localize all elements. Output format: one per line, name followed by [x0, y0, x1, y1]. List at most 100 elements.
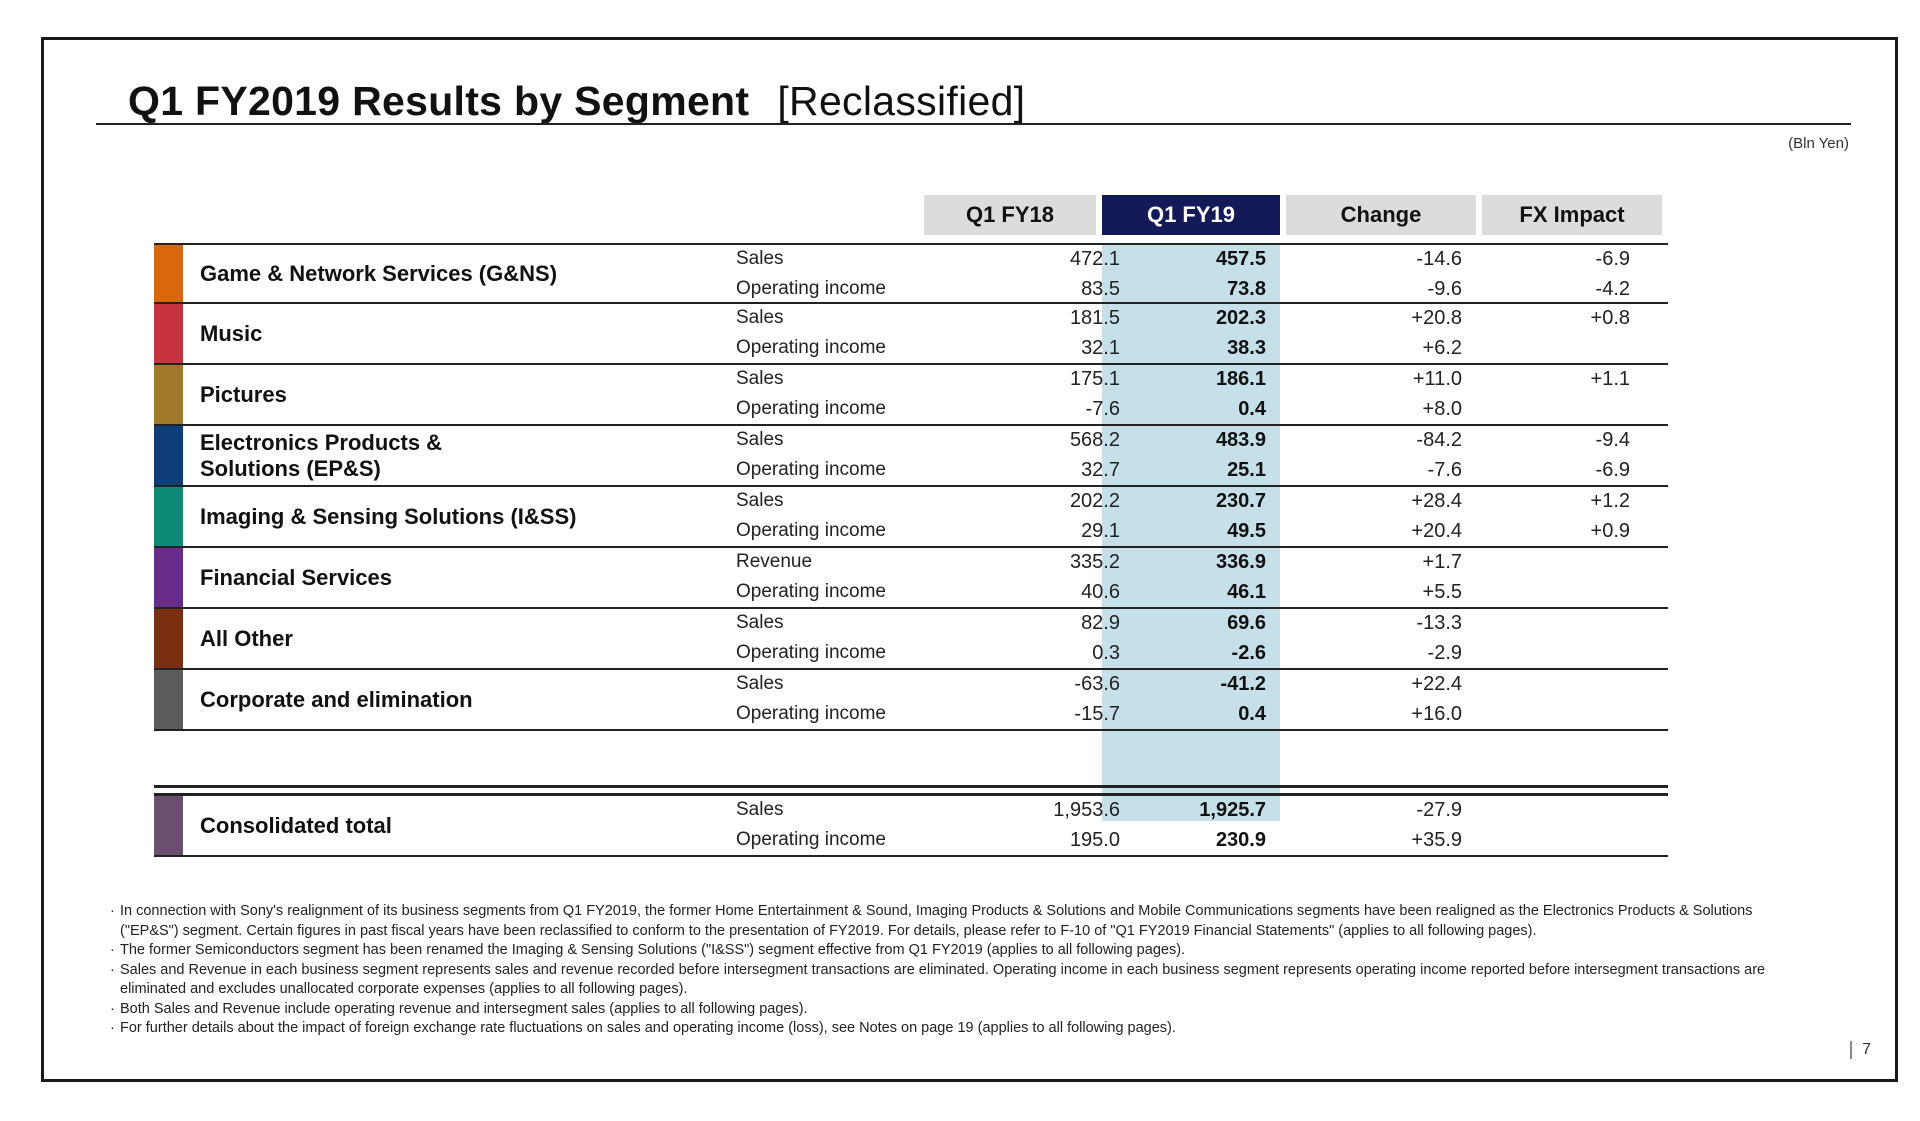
value-q1-fy18: 568.2	[1069, 429, 1120, 451]
value-q1-fy18: 202.2	[1069, 490, 1120, 512]
segment-row: All Other Sales 82.9 69.6 -13.3 Operating inc…	[154, 609, 1668, 670]
value-q1-fy19: -2.6	[1231, 642, 1266, 664]
segment-name: Electronics Products & Solutions (EP&S)	[200, 429, 443, 481]
metric-label: Operating income	[736, 829, 886, 850]
segment-line-operating-income: Operating income 32.7 25.1 -7.6 -6.9	[154, 456, 1668, 486]
col-header-change: Change	[1286, 195, 1476, 235]
segment-row: Imaging & Sensing Solutions (I&SS) Sales 2…	[154, 487, 1668, 548]
segment-name: Game & Network Services (G&NS)	[200, 260, 558, 286]
segment-color-bar	[154, 670, 183, 729]
value-change: +20.4	[1411, 520, 1462, 542]
value-fx-impact: +1.1	[1590, 368, 1630, 390]
value-q1-fy18: 175.1	[1069, 368, 1120, 390]
segment-line-operating-income: Operating income 0.3 -2.6 -2.9	[154, 639, 1668, 669]
metric-label: Operating income	[736, 337, 886, 358]
value-q1-fy18: 0.3	[1092, 642, 1120, 664]
segment-line-primary: Sales 202.2 230.7 +28.4 +1.2	[154, 487, 1668, 517]
metric-label: Sales	[736, 368, 784, 389]
value-fx-impact: -6.9	[1595, 248, 1630, 270]
segment-line-operating-income: Operating income -15.7 0.4 +16.0	[154, 700, 1668, 730]
value-q1-fy18: 83.5	[1081, 278, 1120, 300]
segment-name: All Other	[200, 625, 293, 651]
segment-line-primary: Sales 181.5 202.3 +20.8 +0.8	[154, 304, 1668, 334]
value-change: +20.8	[1411, 307, 1462, 329]
segment-name: Music	[200, 320, 263, 346]
value-q1-fy18: 82.9	[1081, 612, 1120, 634]
value-q1-fy18: -63.6	[1074, 673, 1120, 695]
unit-label: (Bln Yen)	[1788, 135, 1849, 152]
value-q1-fy19: 457.5	[1215, 248, 1266, 270]
metric-label: Sales	[736, 429, 784, 450]
value-q1-fy19: 1,925.7	[1199, 799, 1266, 821]
metric-label: Revenue	[736, 551, 813, 572]
value-q1-fy19: 38.3	[1227, 337, 1266, 359]
value-fx-impact: +0.9	[1590, 520, 1630, 542]
metric-label: Operating income	[736, 278, 886, 299]
value-q1-fy18: 32.1	[1081, 337, 1120, 359]
value-q1-fy19: 69.6	[1227, 612, 1266, 634]
page-number: 7	[1850, 1041, 1871, 1059]
total-separator-rule	[154, 785, 1668, 788]
value-change: -14.6	[1416, 248, 1462, 270]
value-q1-fy18: 195.0	[1069, 829, 1120, 851]
value-q1-fy18: -15.7	[1074, 703, 1120, 725]
segment-row: Game & Network Services (G&NS) Sales 472.1…	[154, 243, 1668, 304]
segment-line-operating-income: Operating income 83.5 73.8 -9.6 -4.2	[154, 275, 1668, 305]
value-change: +22.4	[1411, 673, 1462, 695]
value-q1-fy19: 202.3	[1215, 307, 1266, 329]
segment-line-operating-income: Operating income 40.6 46.1 +5.5	[154, 578, 1668, 608]
footnote: Sales and Revenue in each business segme…	[110, 961, 1790, 1000]
value-q1-fy19: 186.1	[1215, 368, 1266, 390]
value-change: -84.2	[1416, 429, 1462, 451]
value-q1-fy19: 230.7	[1215, 490, 1266, 512]
value-q1-fy18: 181.5	[1069, 307, 1120, 329]
value-change: +35.9	[1411, 829, 1462, 851]
col-header-fx-impact: FX Impact	[1482, 195, 1662, 235]
value-q1-fy19: -41.2	[1220, 673, 1266, 695]
value-q1-fy18: 335.2	[1069, 551, 1120, 573]
value-change: +1.7	[1422, 551, 1462, 573]
segment-color-bar	[154, 426, 183, 485]
segment-line-primary: Sales 175.1 186.1 +11.0 +1.1	[154, 365, 1668, 395]
metric-label: Sales	[736, 612, 784, 633]
metric-label: Operating income	[736, 581, 886, 602]
value-change: -2.9	[1427, 642, 1462, 664]
segment-name: Imaging & Sensing Solutions (I&SS)	[200, 503, 577, 529]
page-title: Q1 FY2019 Results by Segment [Reclassifie…	[128, 78, 1025, 125]
footnote: For further details about the impact of …	[110, 1019, 1790, 1039]
segment-line-primary: Sales 82.9 69.6 -13.3	[154, 609, 1668, 639]
metric-label: Operating income	[736, 459, 886, 480]
fy19-highlight-column	[1102, 243, 1280, 821]
segment-row: Pictures Sales 175.1 186.1 +11.0 +1.1 Operatin…	[154, 365, 1668, 426]
segment-name: Corporate and elimination	[200, 686, 473, 712]
segment-line-primary: Sales -63.6 -41.2 +22.4	[154, 670, 1668, 700]
metric-label: Sales	[736, 799, 784, 820]
segment-line-primary: Sales 472.1 457.5 -14.6 -6.9	[154, 245, 1668, 275]
value-fx-impact: +1.2	[1590, 490, 1630, 512]
value-q1-fy19: 49.5	[1227, 520, 1266, 542]
metric-label: Sales	[736, 673, 784, 694]
segment-line-primary: Revenue 335.2 336.9 +1.7	[154, 548, 1668, 578]
segment-line-operating-income: Operating income 32.1 38.3 +6.2	[154, 334, 1668, 364]
value-change: +16.0	[1411, 703, 1462, 725]
value-q1-fy19: 230.9	[1215, 829, 1266, 851]
segment-name: Financial Services	[200, 564, 392, 590]
footnote: The former Semiconductors segment has be…	[110, 941, 1790, 961]
value-fx-impact: -9.4	[1595, 429, 1630, 451]
col-header-q1-fy19: Q1 FY19	[1102, 195, 1280, 235]
slide-frame: Q1 FY2019 Results by Segment [Reclassifie…	[41, 37, 1898, 1082]
segment-color-bar	[154, 304, 183, 363]
value-q1-fy18: 1,953.6	[1053, 799, 1120, 821]
value-q1-fy18: 472.1	[1069, 248, 1120, 270]
footnote: In connection with Sony's realignment of…	[110, 902, 1790, 941]
value-q1-fy19: 46.1	[1227, 581, 1266, 603]
metric-label: Operating income	[736, 642, 886, 663]
segment-line-operating-income: Operating income -7.6 0.4 +8.0	[154, 395, 1668, 425]
value-change: +6.2	[1422, 337, 1462, 359]
metric-label: Sales	[736, 248, 784, 269]
col-header-q1-fy18: Q1 FY18	[924, 195, 1096, 235]
segment-line-operating-income: Operating income 29.1 49.5 +20.4 +0.9	[154, 517, 1668, 547]
total-line-operating-income: Operating income 195.0 230.9 +35.9	[154, 826, 1668, 856]
segment-line-primary: Sales 568.2 483.9 -84.2 -9.4	[154, 426, 1668, 456]
value-fx-impact: -4.2	[1595, 278, 1630, 300]
